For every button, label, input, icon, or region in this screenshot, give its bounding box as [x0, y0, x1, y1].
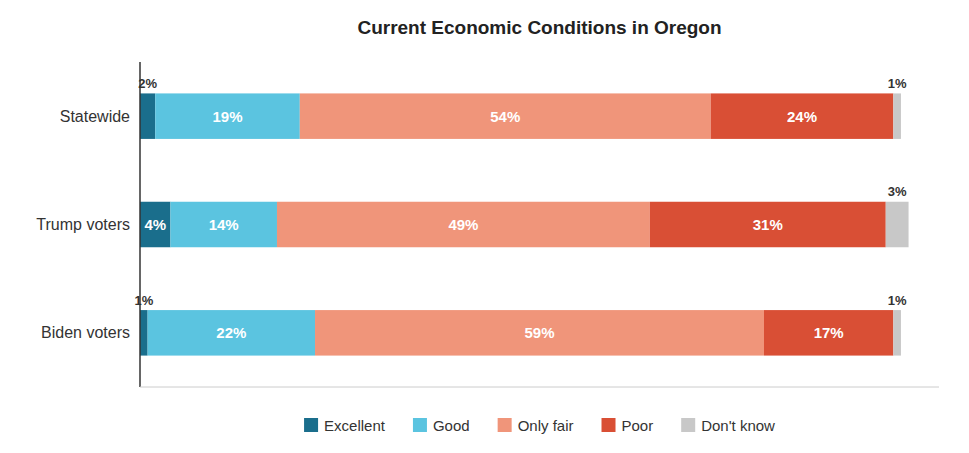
bar-segment [315, 310, 764, 356]
bar-segment [300, 93, 711, 138]
bar-segment [170, 202, 277, 248]
bar-segment [893, 93, 901, 138]
legend-item: Excellent [304, 417, 386, 434]
legend-label: Excellent [324, 417, 386, 434]
legend-item: Poor [602, 417, 654, 434]
y-tick-label: Trump voters [36, 216, 130, 233]
y-tick-label: Statewide [60, 108, 130, 125]
bar-segment [764, 310, 893, 356]
data-label: 24% [787, 108, 817, 125]
legend-label: Poor [622, 417, 654, 434]
bar-segment [277, 202, 650, 248]
bar-segment [140, 202, 170, 248]
legend-item: Don't know [681, 417, 775, 434]
y-tick-label: Biden voters [41, 324, 130, 341]
legend-label: Only fair [518, 417, 574, 434]
data-label: 1% [888, 293, 907, 308]
data-label: 1% [134, 293, 153, 308]
legend-swatch [498, 418, 512, 432]
bar-segment [148, 310, 315, 356]
bar-segment [140, 310, 148, 356]
data-label: 4% [144, 216, 166, 233]
data-label: 54% [490, 108, 520, 125]
bar-segment [886, 202, 909, 248]
bar-segment [650, 202, 886, 248]
data-label: 22% [216, 324, 246, 341]
bar-segment [155, 93, 300, 138]
title: Current Economic Conditions in Oregon [357, 17, 721, 38]
data-labels: 1% 22% 59% 17% 1% 4% 14% 49% 31% 3% 2% 19% 54% 24% 1% [134, 76, 907, 341]
x-axis-line [140, 387, 939, 388]
bar-segment [140, 93, 155, 138]
data-label: 2% [138, 76, 157, 91]
background [0, 0, 969, 453]
bars [140, 93, 909, 355]
legend-item: Only fair [498, 417, 574, 434]
data-label: 17% [814, 324, 844, 341]
legend-swatch [304, 418, 318, 432]
bar-segment [893, 310, 901, 356]
data-label: 19% [212, 108, 242, 125]
data-label: 1% [888, 76, 907, 91]
y-axis-line [139, 62, 141, 387]
data-label: 3% [888, 184, 907, 199]
legend: Excellent Good Only fair Poor Don't know [304, 417, 775, 434]
legend-item: Good [413, 417, 470, 434]
legend-swatch [602, 418, 616, 432]
legend-label: Good [433, 417, 470, 434]
bar-segment [711, 93, 894, 138]
chart: Current Economic Conditions in Oregon 1% 2… [0, 0, 969, 453]
data-label: 31% [753, 216, 783, 233]
legend-label: Don't know [701, 417, 775, 434]
legend-swatch [413, 418, 427, 432]
data-label: 59% [524, 324, 554, 341]
legend-swatch [681, 418, 695, 432]
data-label: 14% [209, 216, 239, 233]
data-label: 49% [448, 216, 478, 233]
